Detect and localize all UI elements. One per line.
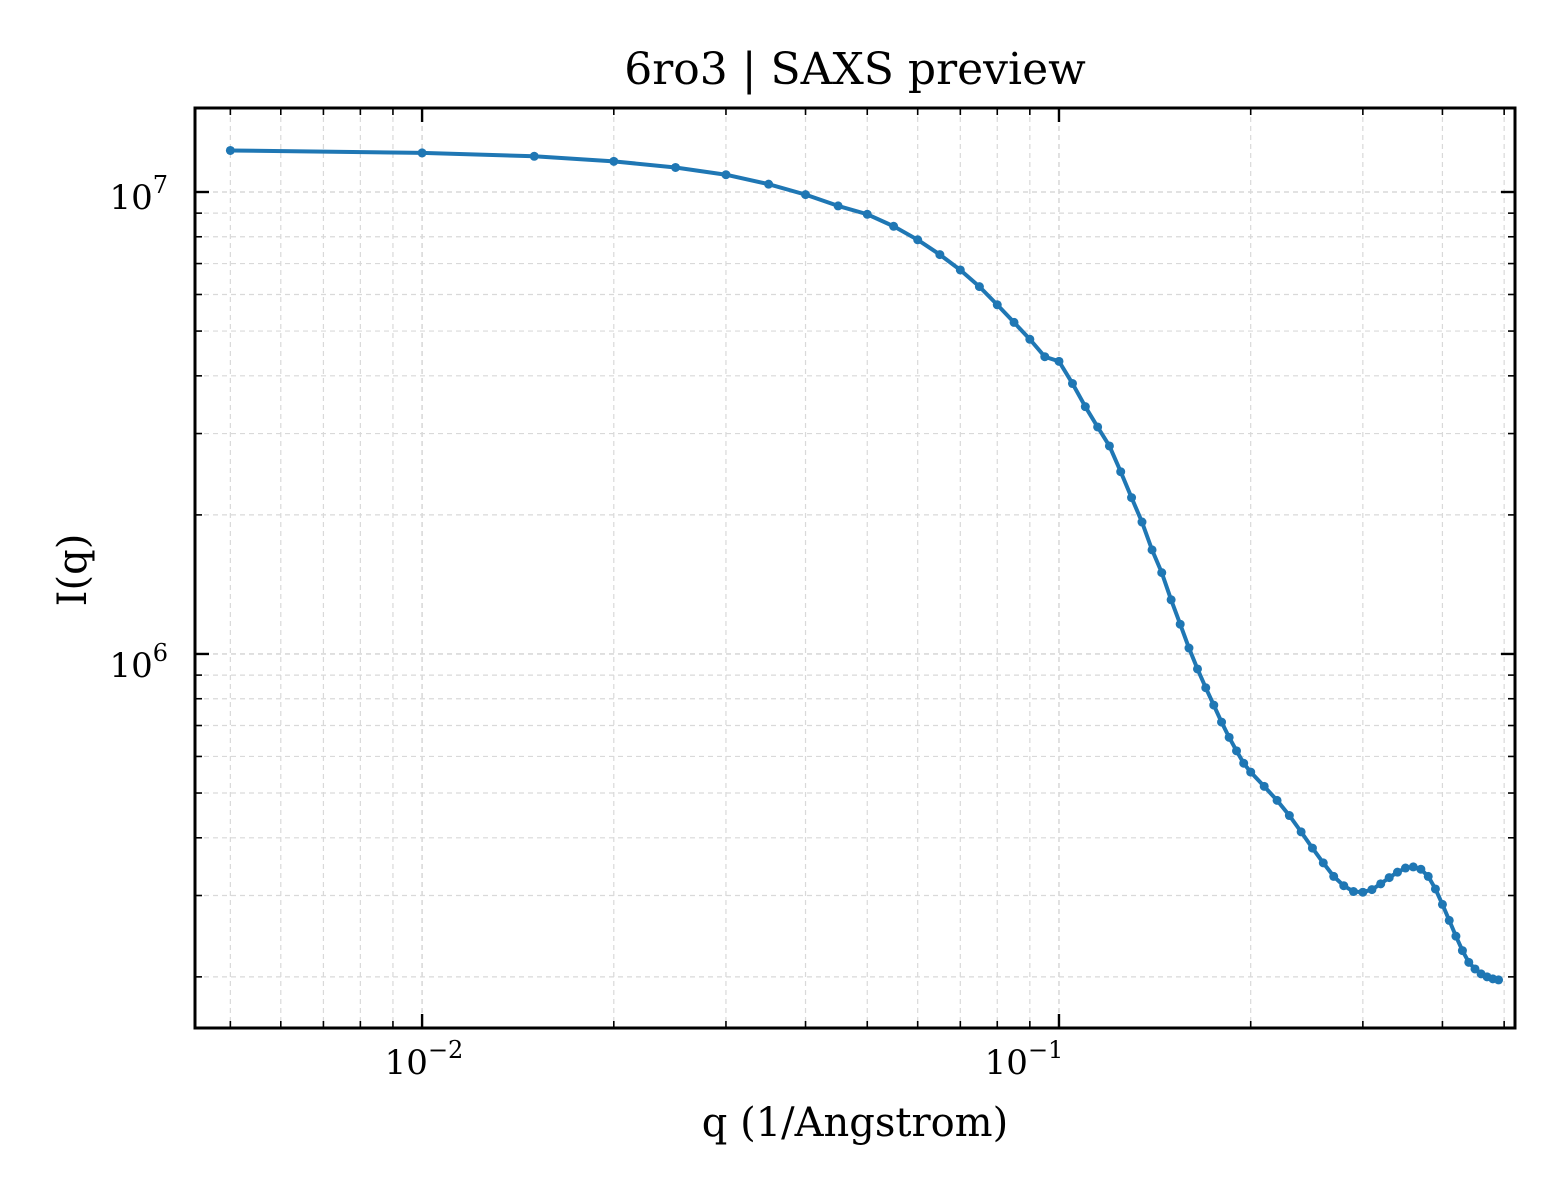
data-point (862, 209, 872, 219)
data-point (1147, 545, 1157, 555)
data-point (1127, 493, 1137, 503)
data-point (913, 235, 923, 245)
data-point (671, 162, 681, 172)
data-point (1444, 915, 1454, 925)
data-point (1093, 422, 1103, 432)
data-point (801, 190, 811, 200)
data-point (1339, 881, 1349, 891)
data-point (1272, 795, 1282, 805)
data-point (1296, 827, 1306, 837)
data-point (764, 179, 774, 189)
data-point (721, 170, 731, 180)
data-point (529, 151, 539, 161)
data-point (1376, 879, 1386, 889)
data-point (1470, 964, 1480, 974)
data-point (1009, 317, 1019, 327)
data-point (974, 282, 984, 292)
data-point (1192, 664, 1202, 674)
data-point (609, 156, 619, 166)
data-point (1457, 946, 1467, 956)
data-point (1040, 352, 1050, 362)
data-point (1451, 931, 1461, 941)
y-tick-label-1e6: 106 (109, 639, 168, 686)
data-point (1201, 683, 1211, 693)
data-point (1494, 975, 1504, 985)
data-point (1184, 643, 1194, 653)
data-point (225, 145, 235, 155)
data-point (1080, 402, 1090, 412)
data-point (1157, 568, 1167, 578)
data-point (1358, 887, 1368, 897)
data-point (1408, 862, 1418, 872)
data-point (1175, 619, 1185, 629)
data-point (1348, 887, 1358, 897)
x-axis-label: q (1/Angstrom) (702, 1100, 1008, 1146)
data-point (1025, 334, 1035, 344)
data-point (1217, 717, 1227, 727)
data-point (1209, 700, 1219, 710)
x-tick-label-1e-1: 10−1 (985, 1036, 1064, 1083)
data-point (1284, 811, 1294, 821)
data-point (1054, 356, 1064, 366)
plot-frame (193, 106, 1517, 1030)
y-tick-label-1e7: 107 (109, 171, 168, 218)
data-point (1232, 746, 1242, 756)
data-point (1067, 379, 1077, 389)
data-point (1367, 885, 1377, 895)
data-point (1307, 843, 1317, 853)
plot-area (225, 145, 1504, 985)
grid (195, 108, 1515, 1028)
data-point (1246, 767, 1256, 777)
data-point (1464, 957, 1474, 967)
data-point (1401, 863, 1410, 873)
x-tick-labels: 10−2 10−1 (385, 1036, 1064, 1083)
data-point (889, 221, 899, 231)
data-point (1392, 867, 1402, 877)
data-point (992, 300, 1002, 310)
data-point (833, 201, 843, 211)
data-point (1104, 441, 1114, 451)
data-point (1116, 467, 1126, 477)
data-point (1416, 864, 1426, 874)
data-point (1384, 873, 1394, 883)
data-point (1437, 899, 1447, 909)
data-point (1239, 758, 1249, 768)
data-point (1423, 871, 1433, 881)
y-tick-labels: 106 107 (109, 171, 168, 686)
data-point (1430, 884, 1440, 894)
data-point (1224, 732, 1234, 742)
data-point (1259, 781, 1269, 791)
x-tick-label-1e-2: 10−2 (385, 1036, 464, 1083)
data-point (955, 265, 965, 275)
data-point (935, 250, 945, 260)
series-markers (225, 145, 1504, 985)
y-axis-label: I(q) (50, 534, 96, 607)
data-point (417, 148, 427, 158)
data-point (1166, 595, 1176, 605)
data-point (1329, 871, 1339, 881)
chart-title: 6ro3 | SAXS preview (624, 44, 1086, 95)
data-point (1318, 858, 1328, 868)
data-point (1137, 517, 1147, 527)
